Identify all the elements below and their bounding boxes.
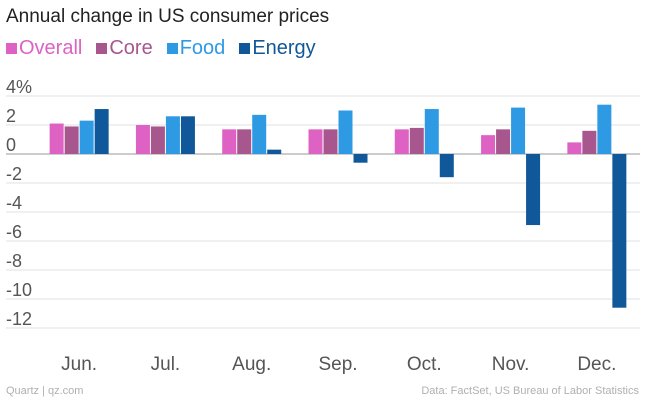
bar-food-nov bbox=[511, 107, 526, 154]
bar-energy-nov bbox=[526, 154, 541, 226]
bar-overall-jun bbox=[49, 123, 64, 154]
legend-item-overall: Overall bbox=[6, 37, 82, 60]
bar-overall-aug bbox=[222, 129, 237, 154]
bar-food-oct bbox=[424, 109, 439, 154]
x-tick-label: Jun. bbox=[61, 354, 97, 375]
y-tick-label: 0 bbox=[6, 135, 16, 155]
x-tick-label: Oct. bbox=[407, 354, 442, 375]
y-tick-label: -2 bbox=[6, 164, 22, 184]
legend-item-energy: Energy bbox=[239, 37, 316, 60]
legend-item-core: Core bbox=[96, 37, 153, 60]
bar-energy-sep bbox=[353, 154, 368, 163]
y-tick-label: -4 bbox=[6, 193, 22, 213]
legend-label-core: Core bbox=[109, 37, 153, 59]
legend-swatch-energy bbox=[239, 43, 251, 54]
bar-core-aug bbox=[237, 129, 252, 154]
bar-overall-oct bbox=[394, 129, 409, 154]
footer-source: Quartz | qz.com bbox=[6, 385, 84, 397]
bar-overall-sep bbox=[308, 129, 323, 154]
y-tick-label: 4% bbox=[6, 77, 32, 97]
y-tick-label: -12 bbox=[6, 309, 32, 329]
bar-food-dec bbox=[597, 104, 612, 154]
bar-overall-jul bbox=[135, 125, 150, 154]
bar-overall-dec bbox=[567, 142, 582, 154]
legend-swatch-food bbox=[166, 43, 178, 54]
legend-item-food: Food bbox=[166, 37, 226, 60]
bar-energy-oct bbox=[439, 154, 454, 178]
bar-food-sep bbox=[338, 110, 353, 154]
x-tick-label: Jul. bbox=[151, 354, 181, 375]
bar-energy-jul bbox=[180, 116, 195, 154]
bar-core-oct bbox=[409, 127, 424, 154]
bar-energy-dec bbox=[612, 154, 627, 308]
bar-core-nov bbox=[496, 129, 511, 154]
legend-label-food: Food bbox=[179, 37, 226, 59]
legend-swatch-core bbox=[96, 43, 108, 54]
y-tick-label: -8 bbox=[6, 251, 22, 271]
bar-core-jun bbox=[64, 126, 79, 154]
bar-core-dec bbox=[582, 130, 597, 154]
y-tick-label: 2 bbox=[6, 106, 16, 126]
bar-core-jul bbox=[150, 126, 165, 154]
bar-food-jul bbox=[165, 116, 180, 154]
legend-label-energy: Energy bbox=[252, 37, 316, 59]
y-tick-label: -6 bbox=[6, 222, 22, 242]
footer-credit: Data: FactSet, US Bureau of Labor Statis… bbox=[421, 385, 639, 397]
x-tick-label: Dec. bbox=[577, 354, 616, 375]
x-tick-label: Nov. bbox=[492, 354, 530, 375]
chart-legend: Overall Core Food Energy bbox=[6, 37, 330, 60]
legend-swatch-overall bbox=[6, 43, 17, 54]
bar-overall-nov bbox=[481, 135, 496, 154]
bar-energy-jun bbox=[94, 109, 109, 154]
bar-energy-aug bbox=[267, 149, 282, 154]
legend-label-overall: Overall bbox=[19, 37, 83, 59]
x-tick-label: Sep. bbox=[318, 354, 357, 375]
bar-food-jun bbox=[79, 120, 94, 154]
bar-food-aug bbox=[252, 114, 267, 154]
bar-core-sep bbox=[323, 129, 338, 154]
x-tick-label: Aug. bbox=[232, 354, 271, 375]
chart-title: Annual change in US consumer prices bbox=[6, 6, 330, 27]
y-tick-label: -10 bbox=[6, 280, 32, 300]
